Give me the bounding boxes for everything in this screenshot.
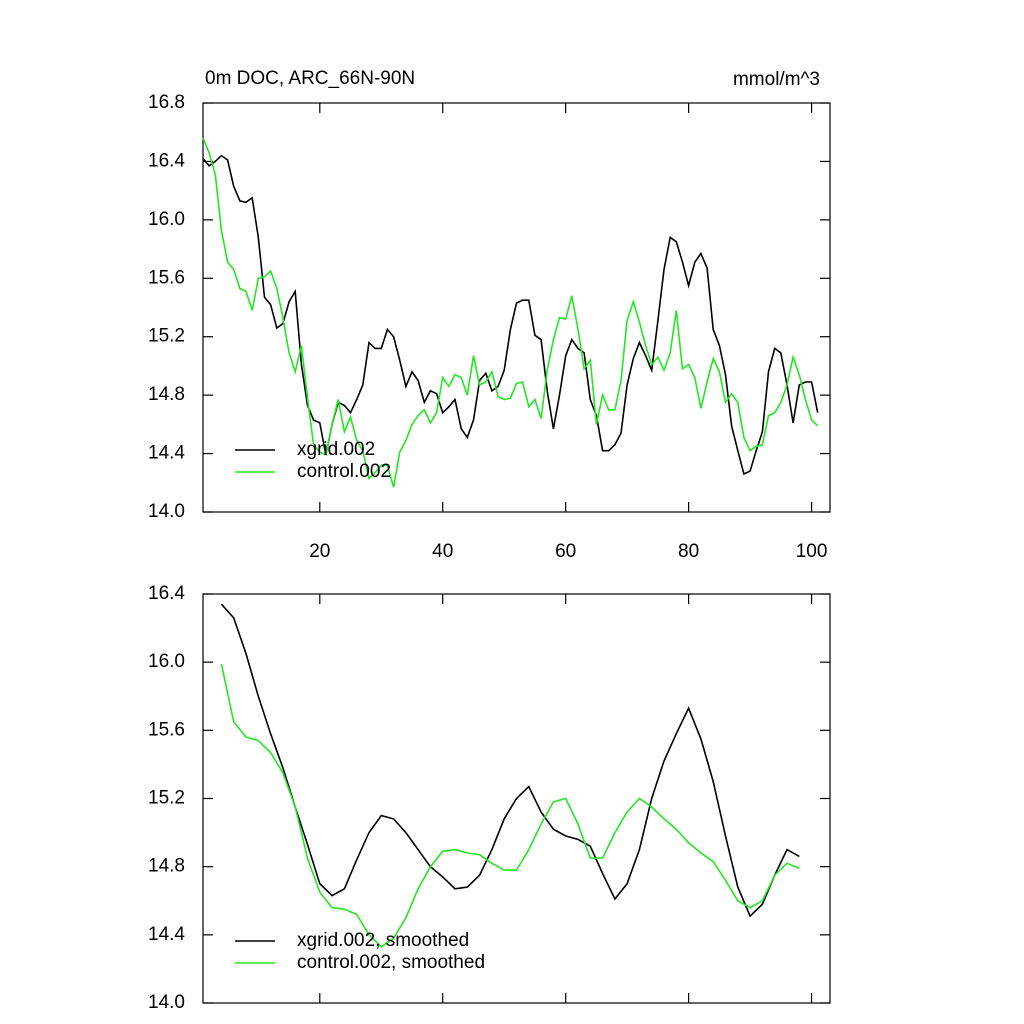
y-tick-label: 16.4 (148, 583, 185, 604)
data-line (202, 154, 819, 476)
y-tick-label: 16.4 (148, 150, 185, 171)
x-tick-label: 20 (309, 541, 330, 562)
y-tick-label: 14.0 (148, 501, 185, 522)
chart-title: 0m DOC, ARC_66N-90N (205, 68, 415, 89)
data-line (202, 137, 819, 488)
y-tick-label: 15.2 (148, 326, 185, 347)
x-tick-label: 60 (555, 541, 576, 562)
y-tick-label: 15.6 (148, 719, 185, 740)
data-line (220, 603, 800, 918)
x-tick-label: 80 (678, 541, 699, 562)
y-tick-label: 14.4 (148, 443, 185, 464)
y-tick-label: 15.6 (148, 267, 185, 288)
legend-label: xgrid.002, smoothed (297, 930, 469, 951)
legend-label: control.002, smoothed (297, 952, 485, 973)
y-tick-label: 16.8 (148, 92, 185, 113)
y-tick-label: 14.8 (148, 384, 185, 405)
legend-label: xgrid.002 (297, 439, 375, 460)
data-line (220, 663, 800, 948)
y-tick-label: 16.0 (148, 209, 185, 230)
legend-label: control.002 (297, 461, 391, 482)
y-tick-label: 14.8 (148, 856, 185, 877)
y-tick-label: 14.4 (148, 924, 185, 945)
y-tick-label: 15.2 (148, 788, 185, 809)
plot-frame (202, 102, 831, 513)
x-tick-label: 40 (432, 541, 453, 562)
y-tick-label: 16.0 (148, 651, 185, 672)
units-label: mmol/m^3 (733, 69, 820, 90)
y-tick-label: 14.0 (148, 992, 185, 1013)
x-tick-label: 100 (796, 541, 828, 562)
